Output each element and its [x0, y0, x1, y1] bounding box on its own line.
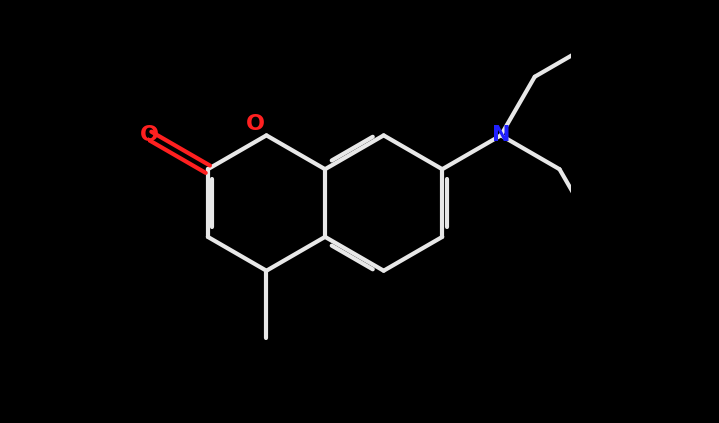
Text: N: N — [492, 125, 510, 146]
Text: O: O — [139, 125, 159, 146]
Text: O: O — [246, 114, 265, 134]
